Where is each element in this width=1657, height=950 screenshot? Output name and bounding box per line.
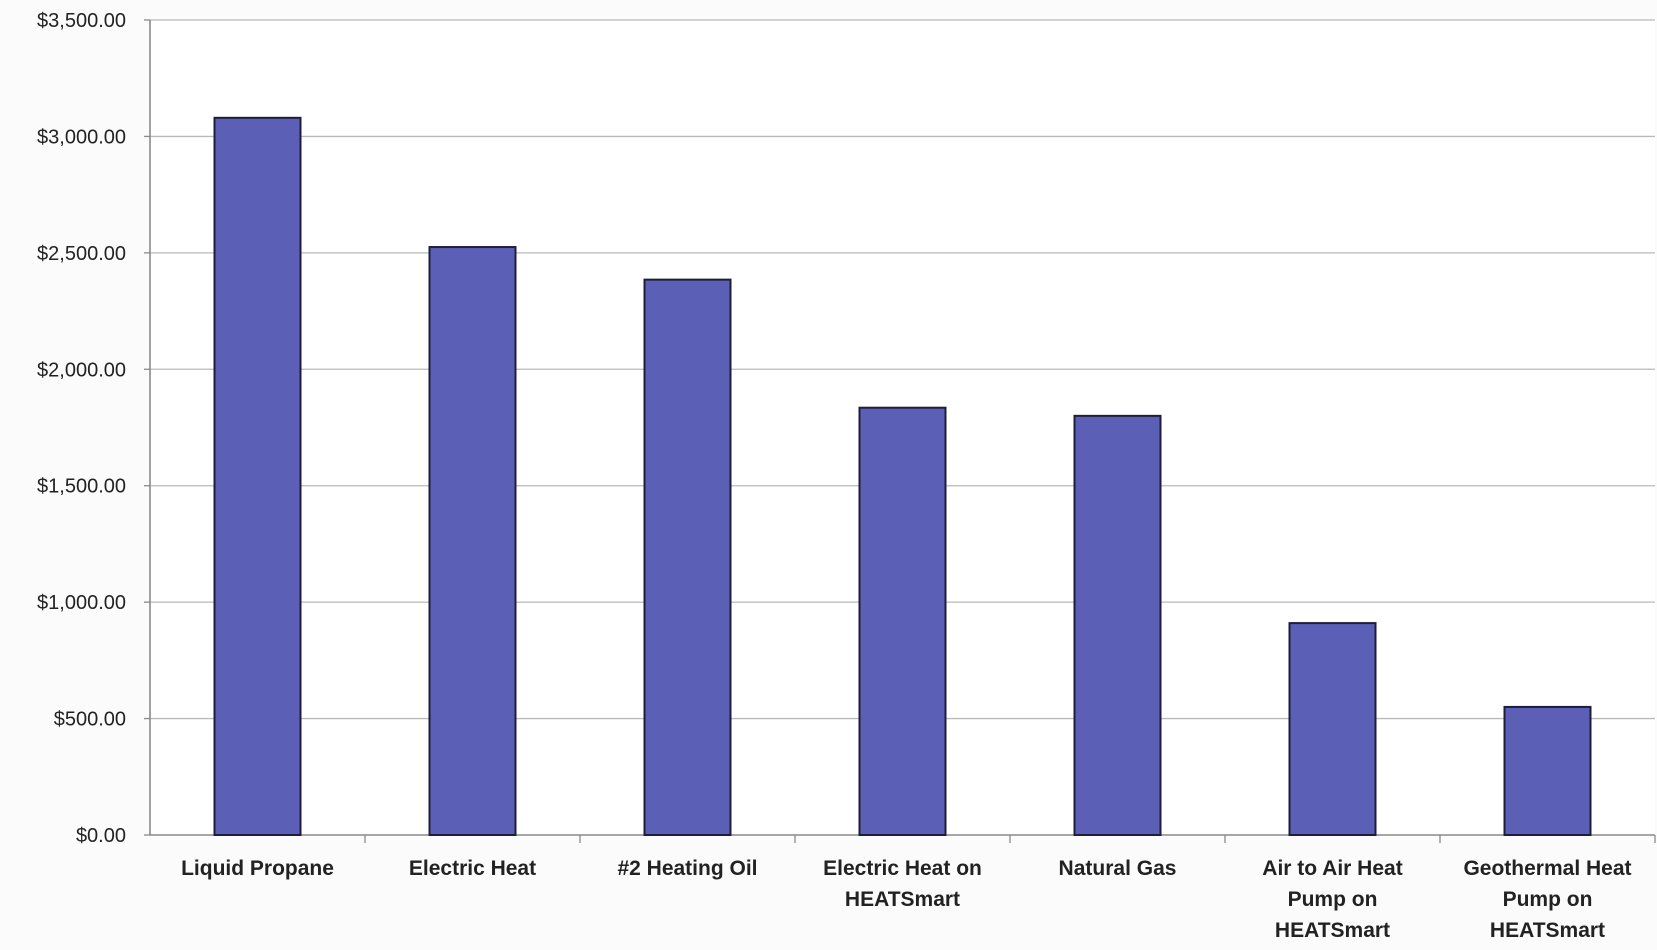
bar	[1073, 414, 1162, 836]
bar	[1503, 705, 1592, 837]
bar	[1288, 622, 1377, 836]
x-tick-label: Pump on	[1288, 888, 1378, 911]
y-tick-label: $3,500.00	[37, 10, 126, 32]
x-tick-label: #2 Heating Oil	[617, 857, 757, 880]
x-tick-label: Geothermal Heat	[1463, 857, 1631, 880]
x-tick-label: Air to Air Heat	[1262, 857, 1402, 880]
bar	[858, 406, 947, 836]
x-tick-label: Electric Heat on	[823, 857, 982, 880]
y-tick-label: $1,500.00	[37, 476, 126, 498]
y-tick-label: $500.00	[54, 709, 126, 731]
x-tick-label: Pump on	[1503, 888, 1593, 911]
y-tick-label: $2,000.00	[37, 359, 126, 381]
x-tick-label: Natural Gas	[1059, 857, 1177, 880]
y-tick-label: $1,000.00	[37, 592, 126, 614]
y-tick-label: $3,000.00	[37, 126, 126, 148]
x-tick-label: Liquid Propane	[181, 857, 334, 880]
y-tick-label: $0.00	[76, 825, 126, 847]
bar	[213, 116, 302, 837]
y-tick-label: $2,500.00	[37, 243, 126, 265]
x-tick-label: HEATSmart	[1490, 919, 1605, 942]
x-tick-label: HEATSmart	[845, 888, 960, 911]
bar	[428, 246, 517, 837]
x-tick-label: Electric Heat	[409, 857, 536, 880]
x-tick-label: HEATSmart	[1275, 919, 1390, 942]
bar	[643, 278, 732, 836]
